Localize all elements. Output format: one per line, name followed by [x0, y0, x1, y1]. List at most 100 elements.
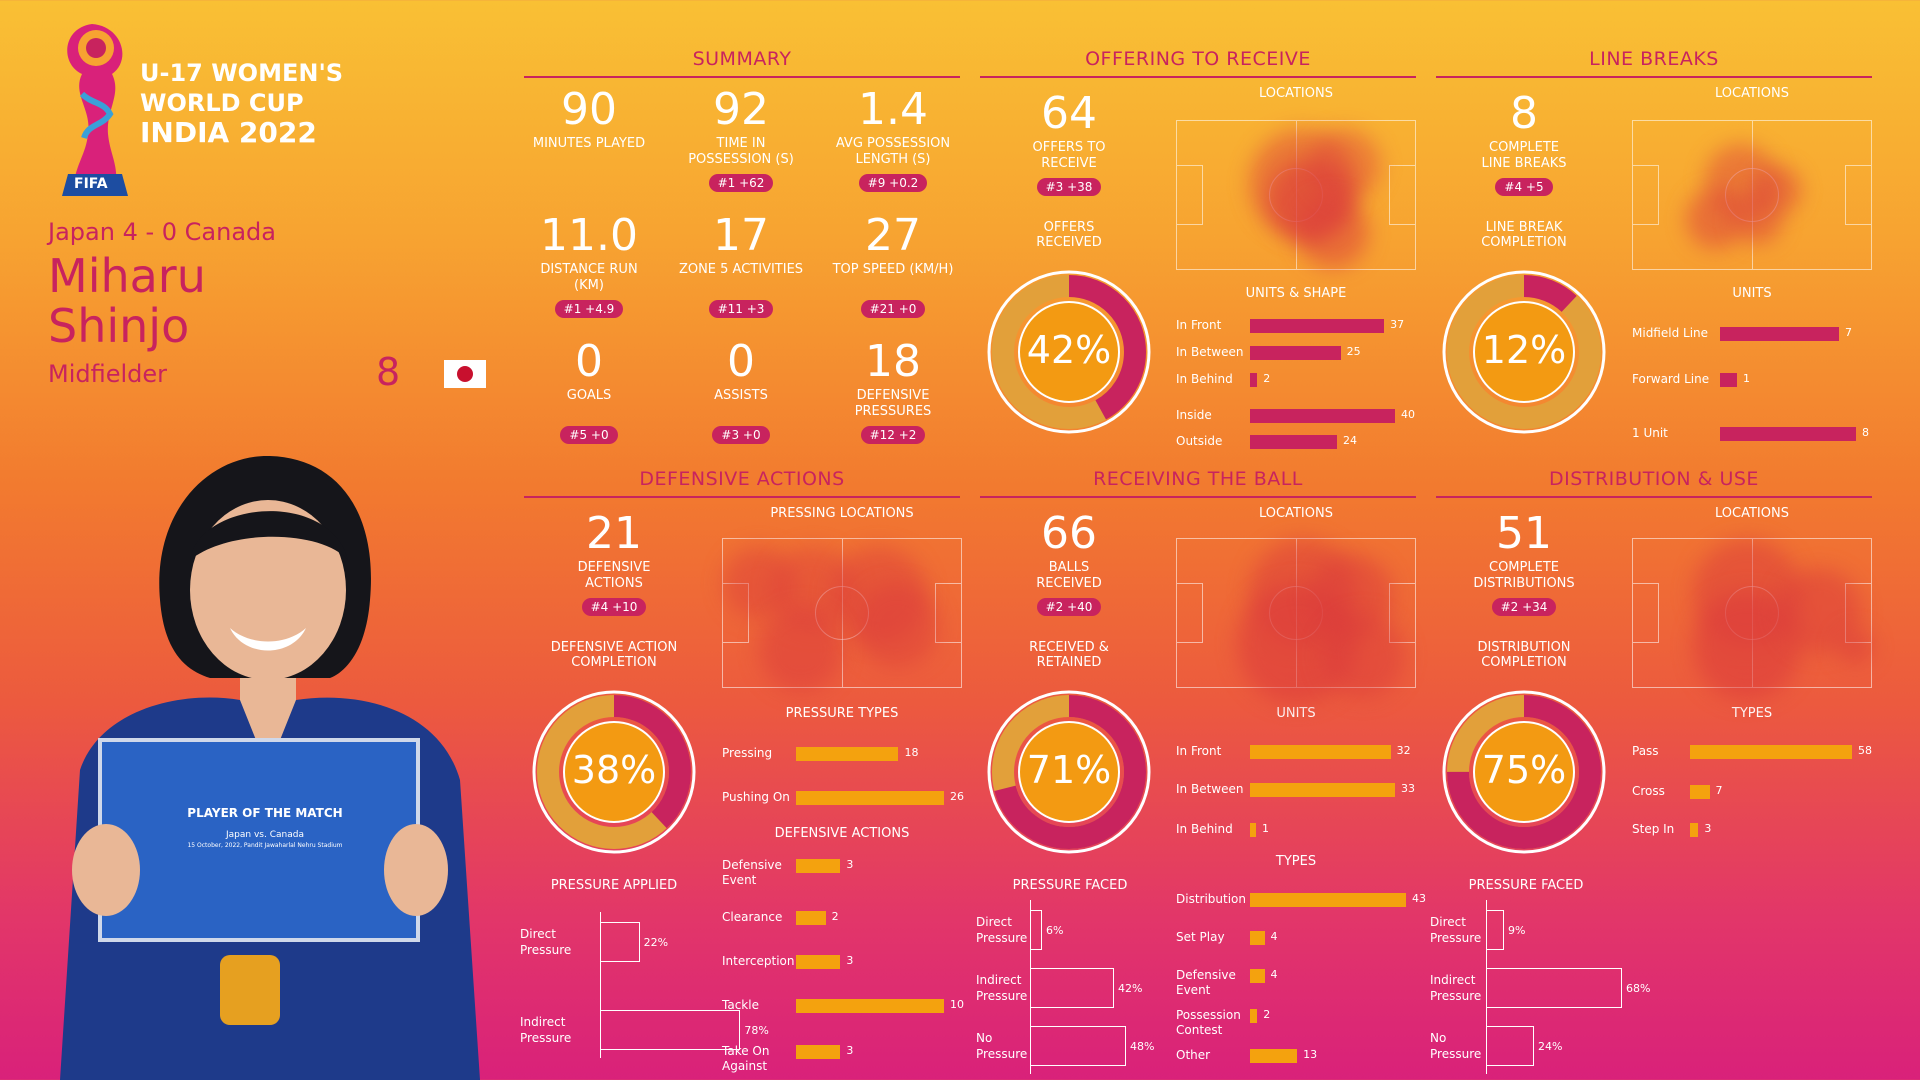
distribution-faced-title: PRESSURE FACED [1468, 878, 1584, 893]
pressure-applied-axis [600, 912, 601, 1058]
linebreaks-donut: 12% [1442, 270, 1606, 434]
summary-stat-value: 1.4 [858, 84, 928, 135]
defensive-label: DEFENSIVE ACTIONS [577, 560, 651, 591]
distribution-types-bar [1690, 745, 1852, 759]
receiving-donut-value-arc [992, 695, 1146, 849]
receiving-types-bar [1250, 969, 1265, 983]
receiving-types-value: 43 [1412, 892, 1426, 905]
summary-stat-rank: #5 +0 [560, 426, 618, 444]
defensive-actions-value: 3 [846, 1044, 854, 1057]
summary-stat-value: 11.0 [540, 210, 638, 261]
receiving-pitch-boxl [1177, 583, 1204, 643]
offering-units-value: 37 [1390, 318, 1405, 331]
offering-label: OFFERS TO RECEIVE [1032, 140, 1106, 171]
offering-units-label: Inside [1176, 408, 1212, 422]
pressure-types-value: 18 [904, 746, 919, 759]
receiving-types-value: 4 [1270, 930, 1278, 943]
defensive-actions-value: 3 [846, 954, 854, 967]
defensive-actions-value: 3 [846, 858, 854, 871]
offering-donut-label: 42% [1026, 328, 1112, 372]
fifa-label: FIFA [74, 176, 108, 192]
distribution-pressure-value: 9% [1508, 924, 1526, 937]
distribution-pressure-value: 68% [1626, 982, 1651, 995]
receiving-pressure-value: 42% [1118, 982, 1143, 995]
section-offering-title: OFFERING TO RECEIVE [980, 48, 1416, 78]
defensive-pitch-heat-blob [855, 584, 939, 668]
receiving-donut: 71% [987, 690, 1151, 854]
linebreaks-units-bar [1720, 327, 1839, 341]
linebreaks-units-label: Forward Line [1632, 372, 1710, 386]
distribution-pitch-heat-blob [1837, 629, 1873, 665]
offering-units-label: Outside [1176, 434, 1223, 448]
summary-stat-rank: #1 +4.9 [554, 300, 624, 318]
receiving-types-title: TYPES [1275, 854, 1317, 869]
linebreaks-stat: 8 COMPLETE LINE BREAKS #4 +5 [1449, 90, 1599, 196]
summary-stat-label: ASSISTS [714, 388, 768, 403]
defensive-sub: DEFENSIVE ACTION COMPLETION [550, 640, 678, 670]
section-distribution-title: DISTRIBUTION & USE [1436, 468, 1872, 498]
offering-pitch-boxl [1177, 165, 1204, 225]
pressure-types-value: 26 [950, 790, 964, 803]
offering-donut: 42% [987, 270, 1151, 434]
offering-units-value: 2 [1263, 372, 1271, 385]
offering-units-title: UNITS & SHAPE [1245, 286, 1347, 301]
linebreaks-units-bar [1720, 373, 1737, 387]
summary-stat-value: 0 [727, 336, 755, 387]
receiving-pressure-label: No Pressure [976, 1031, 1028, 1061]
summary-stat-value: 27 [865, 210, 921, 261]
receiving-units-label: In Front [1176, 744, 1222, 758]
summary-stat-label: MINUTES PLAYED [532, 136, 646, 151]
tournament-line-3: INDIA 2022 [140, 116, 317, 149]
board-title: PLAYER OF THE MATCH [187, 806, 343, 820]
offering-pitch-heat-blob [1309, 128, 1381, 201]
summary-stat: 11.0 DISTANCE RUN (KM) #1 +4.9 [514, 212, 664, 318]
board-date: 15 October, 2022, Pandit Jawaharlal Nehr… [187, 842, 343, 849]
linebreaks-donut-label: 12% [1481, 328, 1567, 372]
defensive-actions-bar [796, 999, 944, 1013]
summary-stat-value: 0 [575, 336, 603, 387]
defensive-value: 21 [586, 508, 642, 559]
summary-stat-label: AVG POSSESSION LENGTH (s) [835, 136, 951, 167]
distribution-pressure-bar [1486, 1026, 1534, 1066]
linebreaks-pitch-boxr [1844, 165, 1871, 225]
linebreaks-pitch-heat-blob [1733, 196, 1782, 244]
receiving-donut-label: 71% [1026, 748, 1112, 792]
offering-units-value: 40 [1401, 408, 1415, 421]
receiving-units-label: In Between [1176, 782, 1244, 796]
defensive-locations-title: PRESSING LOCATIONS [770, 506, 914, 521]
linebreaks-units-label: 1 Unit [1632, 426, 1668, 440]
distribution-pressure-bar [1486, 968, 1622, 1008]
defensive-actions-value: 2 [831, 910, 839, 923]
linebreaks-donut-svg [1442, 270, 1606, 434]
receiving-types-bar [1250, 893, 1406, 907]
summary-stat-label: TIME IN POSSESSION (s) [688, 136, 794, 167]
receiving-units-value: 33 [1401, 782, 1415, 795]
pressure-applied-label: Indirect Pressure [520, 1015, 572, 1045]
offering-stat: 64 OFFERS TO RECEIVE #3 +38 [994, 90, 1144, 196]
receiving-units-value: 1 [1262, 822, 1269, 835]
summary-stat-value: 90 [561, 84, 617, 135]
summary-stat-label: TOP SPEED (KM/H) [832, 262, 954, 277]
receiving-pressure-label: Direct Pressure [976, 915, 1028, 945]
defensive-actions-title: DEFENSIVE ACTIONS [774, 826, 910, 841]
distribution-pressure-axis [1486, 900, 1487, 1074]
linebreaks-units-value: 1 [1743, 372, 1750, 385]
receiving-donut-center [1018, 721, 1120, 823]
distribution-donut-label: 75% [1481, 748, 1567, 792]
distribution-label: COMPLETE DISTRIBUTIONS [1473, 560, 1575, 591]
summary-stat: 0 ASSISTS #3 +0 [666, 338, 816, 444]
defensive-actions-bar [796, 955, 841, 969]
defensive-actions-bar [796, 859, 841, 873]
receiving-types-value: 2 [1263, 1008, 1271, 1021]
summary-stat: 92 TIME IN POSSESSION (s) #1 +62 [666, 86, 816, 192]
linebreaks-donut-center [1473, 301, 1575, 403]
distribution-pressure-bar [1486, 910, 1504, 950]
linebreaks-sub: LINE BREAK COMPLETION [1481, 220, 1567, 250]
defensive-donut: 38% [532, 690, 696, 854]
defensive-actions-label: Defensive Event [722, 858, 782, 887]
distribution-types-bar [1690, 823, 1699, 837]
linebreaks-pitch-boxl [1633, 165, 1660, 225]
distribution-donut-value-arc [1447, 695, 1601, 849]
distribution-donut: 75% [1442, 690, 1606, 854]
receiving-types-label: Set Play [1176, 930, 1225, 944]
